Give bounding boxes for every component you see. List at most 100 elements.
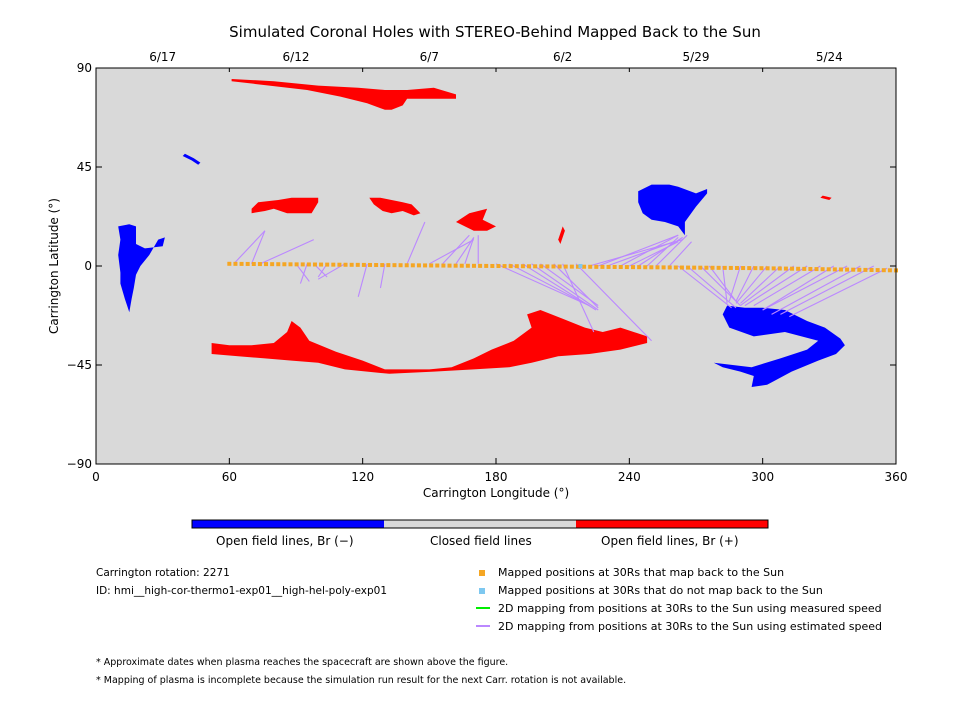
mapped-point-16 (325, 262, 330, 267)
coronal-hole-negative-8 (638, 184, 708, 236)
estimated-mapping-line-18 (522, 263, 597, 311)
estimated-mapping-line-45 (762, 265, 835, 311)
mapped-point-8 (276, 262, 281, 267)
mapped-point-103 (857, 267, 862, 272)
colorbar-closed (384, 520, 576, 528)
mapped-point-57 (575, 264, 580, 269)
y-tick-label-4: 90 (77, 61, 92, 75)
mapped-point-85 (747, 266, 752, 271)
mapped-point-10 (288, 262, 293, 267)
estimated-mapping-line-49 (789, 267, 888, 318)
mapped-point-64 (618, 265, 623, 270)
mapped-point-40 (471, 263, 476, 268)
estimated-mapping-line-40 (735, 265, 768, 304)
date-tick-label-4: 5/29 (683, 50, 710, 64)
x-tick-label-6: 360 (885, 470, 908, 484)
mapped-point-14 (312, 262, 317, 267)
mapping-lines (233, 221, 888, 342)
mapped-point-7 (270, 262, 275, 267)
estimated-mapping-line-2 (260, 239, 315, 265)
mapped-point-62 (606, 264, 611, 269)
mapped-point-102 (851, 267, 856, 272)
colorbar-frame (191, 519, 769, 529)
mapped-point-24 (374, 263, 379, 268)
y-tick-label-0: −90 (67, 457, 92, 471)
estimated-mapping-line-31 (655, 234, 688, 267)
estimated-mapping-line-19 (531, 263, 599, 311)
mapped-point-92 (790, 266, 795, 271)
coronal-hole-positive-1 (251, 197, 319, 214)
mapped-point-58 (582, 264, 587, 269)
estimated-mapping-line-16 (495, 263, 590, 307)
mapped-point-13 (306, 262, 311, 267)
estimated-mapping-line-37 (722, 265, 728, 304)
y-axis-label: Carrington Latitude (°) (47, 198, 61, 334)
x-tick-label-2: 120 (351, 470, 374, 484)
date-tick-label-2: 6/7 (420, 50, 439, 64)
mapped-point-83 (734, 265, 739, 270)
mapped-point-49 (527, 264, 532, 269)
mapped-point-61 (600, 264, 605, 269)
mapped-point-93 (796, 266, 801, 271)
mapped-point-99 (832, 267, 837, 272)
mapped-point-56 (569, 264, 574, 269)
date-tick-label-3: 6/2 (553, 50, 572, 64)
mapped-point-36 (447, 263, 452, 268)
mapped-point-80 (716, 265, 721, 270)
mapped-point-65 (624, 265, 629, 270)
date-tick-label-0: 6/17 (149, 50, 176, 64)
x-tick-label-3: 180 (485, 470, 508, 484)
mapped-point-33 (429, 263, 434, 268)
mapped-point-25 (380, 263, 385, 268)
mapped-point-6 (264, 262, 269, 267)
mapped-point-60 (594, 264, 599, 269)
mapped-point-1 (233, 261, 238, 266)
mapped-point-27 (392, 263, 397, 268)
mapped-point-19 (343, 262, 348, 267)
coronal-hole-positive-5 (820, 195, 832, 200)
mapped-point-94 (802, 266, 807, 271)
estimated-mapping-line-46 (762, 265, 848, 311)
plot-area (96, 68, 896, 464)
coronal-hole-positive-3 (456, 208, 496, 231)
mapped-point-73 (673, 265, 678, 270)
estimated-mapping-line-30 (646, 236, 679, 267)
y-tick-label-2: 0 (84, 259, 92, 273)
mapped-point-72 (667, 265, 672, 270)
mapped-point-34 (435, 263, 440, 268)
mapped-point-71 (661, 265, 666, 270)
mapped-point-69 (649, 265, 654, 270)
mapped-point-79 (710, 265, 715, 270)
mapped-point-63 (612, 264, 617, 269)
colorbar-label-positive: Open field lines, Br (+) (601, 534, 739, 548)
estimated-mapping-line-38 (728, 265, 741, 302)
mapped-point-44 (496, 264, 501, 269)
colorbar (191, 519, 769, 529)
estimated-mapping-line-4 (299, 263, 308, 284)
mapped-point-59 (588, 264, 593, 269)
estimated-mapping-line-32 (668, 241, 692, 267)
estimated-mapping-line-43 (744, 265, 808, 307)
estimated-mapping-line-11 (429, 239, 475, 265)
estimated-mapping-line-33 (677, 265, 732, 309)
footnote-dates: * Approximate dates when plasma reaches … (96, 657, 509, 668)
mapped-point-98 (826, 267, 831, 272)
estimated-mapping-line-22 (562, 263, 595, 333)
mapped-point-53 (551, 264, 556, 269)
estimated-mapping-line-42 (740, 265, 795, 307)
mapped-point-108 (887, 268, 892, 273)
mapped-point-97 (820, 267, 825, 272)
mapped-point-32 (423, 263, 428, 268)
coronal-hole-negative-10 (182, 153, 201, 165)
mapped-point-43 (490, 263, 495, 268)
estimated-mapping-line-21 (553, 263, 599, 309)
mapped-point-55 (563, 264, 568, 269)
coronal-hole-negative-7 (118, 224, 165, 313)
estimated-mapping-line-0 (233, 230, 266, 265)
mapped-point-30 (410, 263, 415, 268)
mapped-point-101 (845, 267, 850, 272)
mapped-point-23 (368, 262, 373, 267)
estimated-mapping-line-8 (357, 263, 368, 297)
x-tick-label-4: 240 (618, 470, 641, 484)
